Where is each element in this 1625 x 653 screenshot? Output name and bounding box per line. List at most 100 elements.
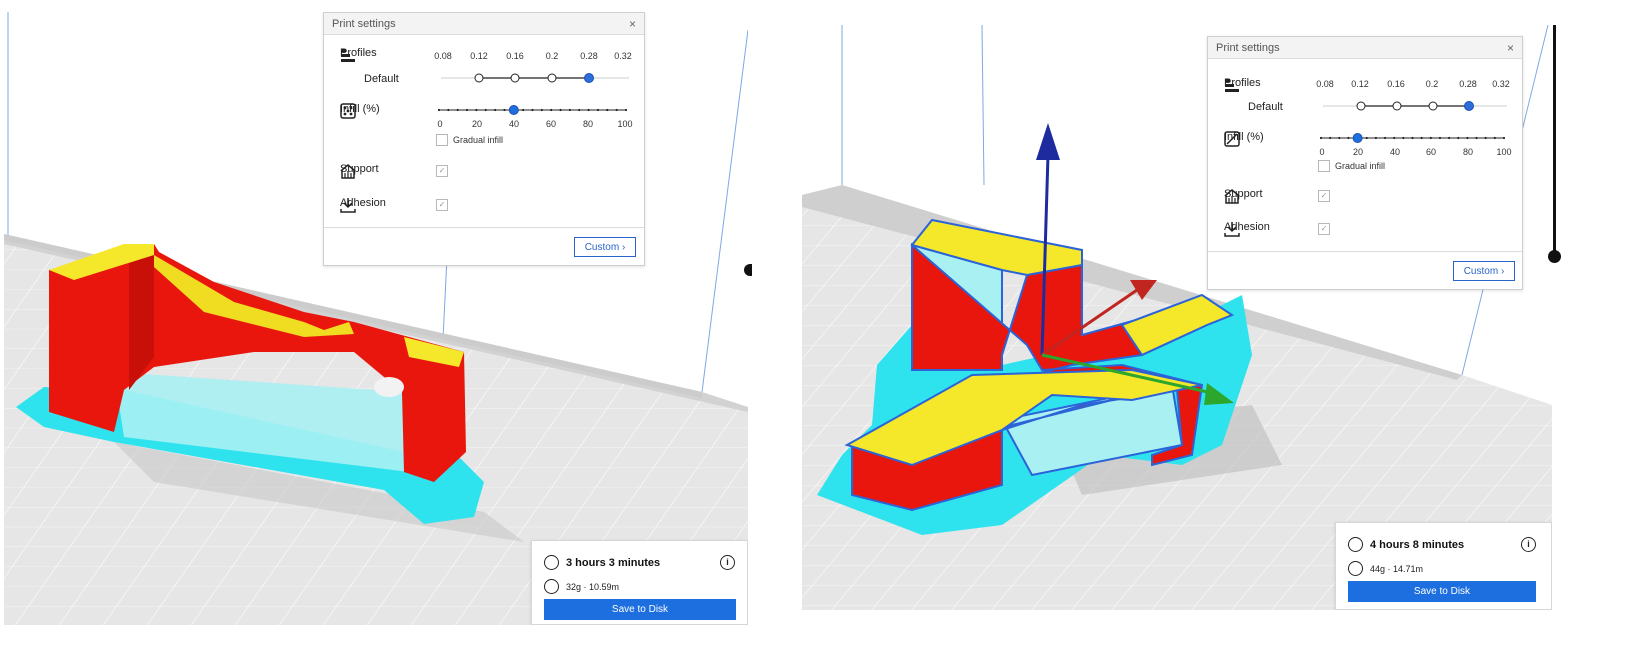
infill-step[interactable] — [587, 108, 590, 112]
support-checkbox[interactable]: ✓ — [436, 165, 448, 177]
support-row: Support — [340, 163, 379, 179]
infill-step[interactable] — [494, 108, 497, 112]
infill-step[interactable] — [456, 108, 459, 112]
infill-step[interactable] — [1365, 136, 1368, 140]
info-icon[interactable]: i — [720, 555, 735, 570]
support-checkbox[interactable]: ✓ — [1318, 190, 1330, 202]
infill-handle[interactable] — [508, 105, 519, 115]
infill-handle[interactable] — [1352, 133, 1363, 143]
infill-step[interactable] — [531, 108, 534, 112]
layer-tick: 0.2 — [1425, 79, 1439, 89]
infill-slider[interactable] — [1318, 131, 1514, 145]
layer-option[interactable] — [547, 73, 557, 83]
close-icon[interactable]: × — [1506, 40, 1514, 55]
infill-step[interactable] — [559, 108, 562, 112]
infill-step[interactable] — [550, 108, 553, 112]
custom-label: Custom — [1463, 265, 1499, 277]
infill-step[interactable] — [1484, 136, 1487, 140]
layer-option[interactable] — [1356, 101, 1366, 111]
support-row: Support — [1224, 188, 1263, 204]
layer-height-slider[interactable] — [1321, 99, 1511, 113]
viewport-handle[interactable] — [744, 264, 752, 276]
infill-step[interactable] — [1347, 136, 1350, 140]
infill-step[interactable] — [1411, 136, 1414, 140]
left-3d-scene — [4, 12, 748, 625]
infill-step[interactable] — [596, 108, 600, 112]
gradual-infill-checkbox[interactable] — [1318, 160, 1330, 172]
infill-row: Infill (%) — [340, 103, 380, 119]
infill-step[interactable] — [447, 108, 450, 112]
print-settings-panel: Print settings × Profiles 0.08 0.12 0.16… — [323, 12, 645, 266]
profiles-icon — [1225, 79, 1239, 92]
infill-step[interactable] — [1338, 136, 1341, 140]
gradual-infill[interactable]: Gradual infill — [1318, 160, 1385, 172]
gradual-infill-label: Gradual infill — [453, 135, 504, 145]
infill-step[interactable] — [624, 108, 628, 112]
infill-step[interactable] — [1438, 136, 1442, 140]
layer-height-slider[interactable] — [439, 71, 634, 85]
infill-tick: 20 — [471, 119, 483, 129]
infill-step[interactable] — [1466, 136, 1469, 140]
layer-option[interactable] — [1392, 101, 1402, 111]
infill-step[interactable] — [615, 108, 618, 112]
layer-option[interactable] — [1428, 101, 1438, 111]
infill-step[interactable] — [1457, 136, 1460, 140]
infill-step[interactable] — [465, 108, 469, 112]
infill-icon — [1224, 131, 1240, 147]
infill-step[interactable] — [437, 108, 441, 112]
layer-option-selected[interactable] — [1464, 101, 1474, 111]
info-icon[interactable]: i — [1521, 537, 1536, 552]
infill-step[interactable] — [1429, 136, 1432, 140]
custom-button[interactable]: Custom › — [1453, 261, 1515, 281]
save-to-disk-button[interactable]: Save to Disk — [544, 599, 736, 620]
infill-step[interactable] — [475, 108, 478, 112]
print-time: 3 hours 3 minutes — [544, 555, 660, 570]
adhesion-checkbox[interactable]: ✓ — [436, 199, 448, 211]
left-viewport[interactable]: Print settings × Profiles 0.08 0.12 0.16… — [4, 12, 748, 625]
infill-step[interactable] — [1402, 136, 1405, 140]
custom-button[interactable]: Custom › — [574, 237, 636, 257]
infill-step[interactable] — [1493, 136, 1496, 140]
infill-step[interactable] — [1319, 136, 1323, 140]
infill-step[interactable] — [578, 108, 581, 112]
adhesion-checkbox[interactable]: ✓ — [1318, 223, 1330, 235]
gradual-infill-checkbox[interactable] — [436, 134, 448, 146]
close-icon[interactable]: × — [628, 16, 636, 31]
infill-step[interactable] — [1502, 136, 1506, 140]
infill-step[interactable] — [1383, 136, 1387, 140]
infill-step[interactable] — [484, 108, 487, 112]
layer-view-handle[interactable] — [1548, 250, 1561, 263]
panel-divider — [324, 227, 644, 228]
infill-step[interactable] — [606, 108, 609, 112]
right-viewport[interactable]: Print settings × Profiles 0.08 0.12 0.16… — [802, 25, 1552, 610]
infill-step[interactable] — [1374, 136, 1377, 140]
infill-label: Infill (%) — [340, 103, 380, 115]
infill-step[interactable] — [1393, 136, 1396, 140]
infill-step[interactable] — [540, 108, 543, 112]
layer-option-selected[interactable] — [584, 73, 594, 83]
layer-option[interactable] — [474, 73, 484, 83]
spool-icon — [1348, 561, 1363, 576]
layer-option[interactable] — [510, 73, 520, 83]
profiles-row: Profiles — [1224, 77, 1261, 92]
layer-tick: 0.08 — [1316, 79, 1334, 89]
infill-icon — [340, 103, 356, 119]
infill-step[interactable] — [522, 108, 525, 112]
infill-step[interactable] — [568, 108, 571, 112]
chevron-right-icon: › — [621, 241, 626, 253]
infill-slider[interactable] — [436, 103, 636, 117]
clock-icon — [1348, 537, 1363, 552]
infill-step[interactable] — [1475, 136, 1478, 140]
infill-step[interactable] — [1448, 136, 1451, 140]
infill-step[interactable] — [1329, 136, 1332, 140]
save-to-disk-button[interactable]: Save to Disk — [1348, 581, 1536, 602]
print-time: 4 hours 8 minutes — [1348, 537, 1464, 552]
right-3d-scene — [802, 25, 1552, 610]
infill-step[interactable] — [503, 108, 506, 112]
infill-step[interactable] — [1420, 136, 1423, 140]
layer-view-slider[interactable] — [1548, 25, 1562, 270]
infill-tick: 60 — [545, 119, 557, 129]
gradual-infill[interactable]: Gradual infill — [436, 134, 503, 146]
profiles-row: Profiles — [340, 47, 377, 62]
infill-label: Infill (%) — [1224, 131, 1264, 143]
